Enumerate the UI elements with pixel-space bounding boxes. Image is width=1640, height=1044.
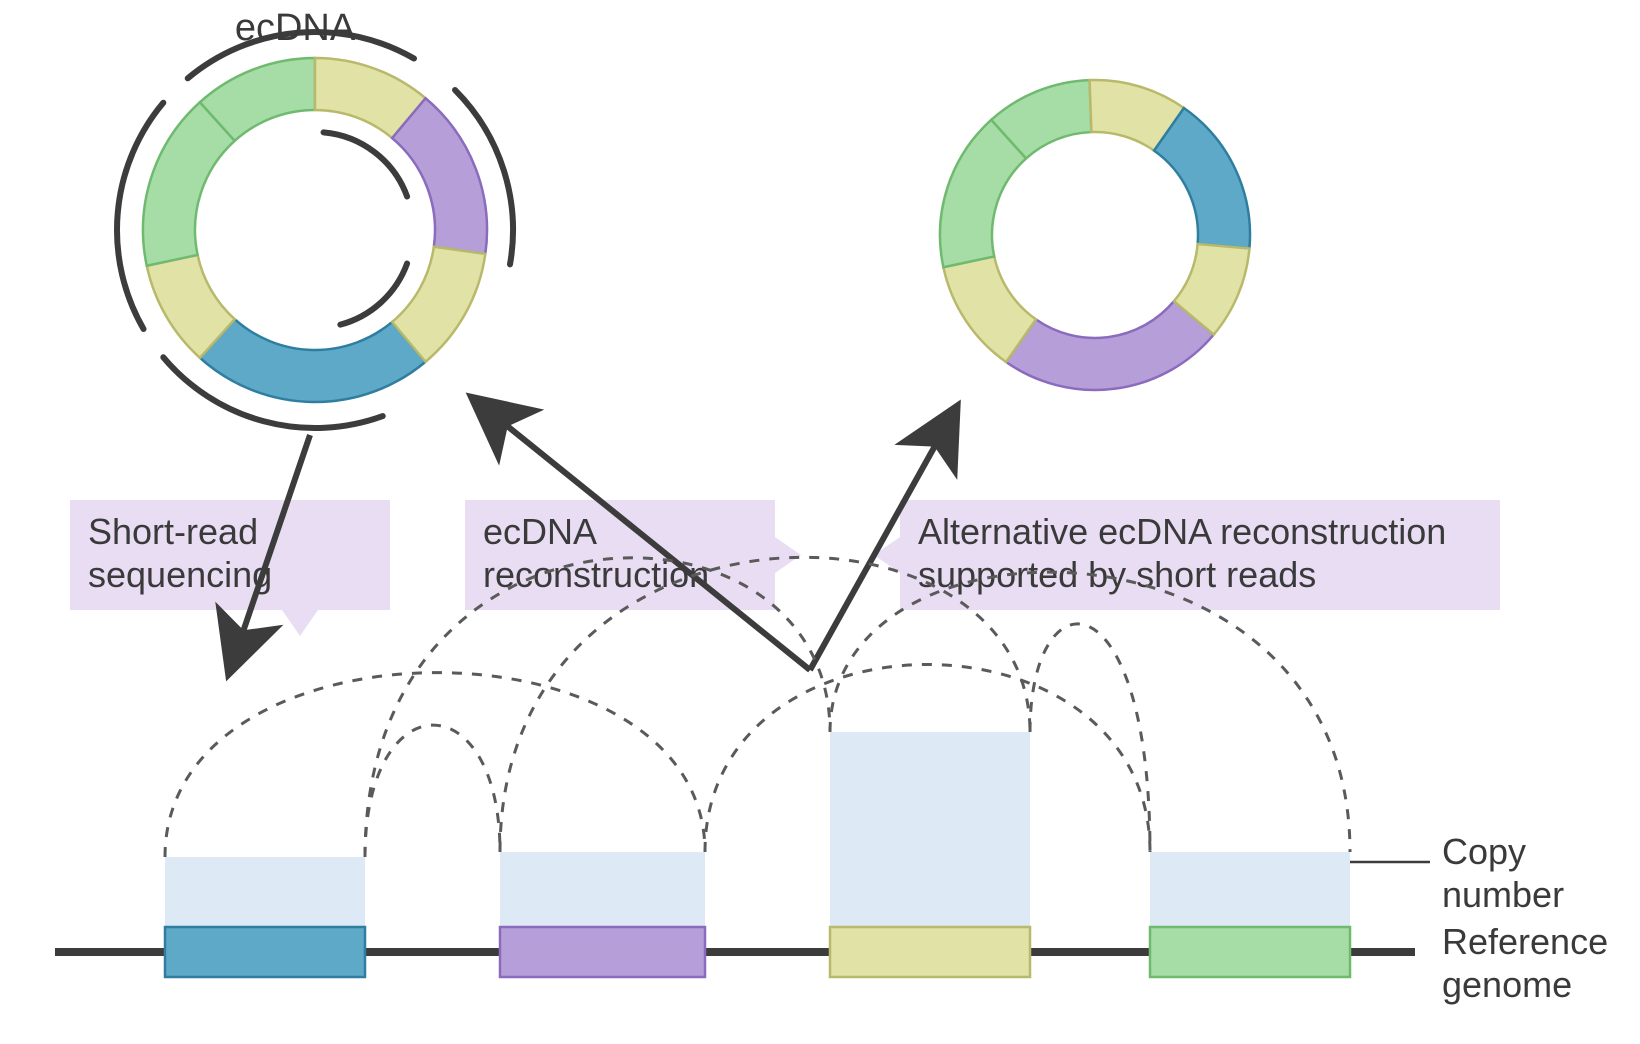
label-ecdna-reconstruction: ecDNAreconstruction	[465, 500, 801, 610]
junction-arc-2	[365, 725, 500, 857]
label-alternative-reconstruction: Alternative ecDNA reconstructionsupporte…	[874, 500, 1500, 610]
ecdna-left-short-read-4	[340, 264, 407, 325]
ecdna-left	[117, 32, 513, 428]
label-short-read-sequencing: Short-readsequencing	[70, 500, 390, 636]
ecdna-diagram: ecDNA Short-readsequencing ecDNAreconstruc…	[0, 0, 1640, 1044]
genome-segment-blue	[165, 927, 365, 977]
label-short-read-sequencing-pointer	[282, 610, 318, 636]
copy-number-label: Copynumber	[1442, 831, 1564, 915]
ecdna-right	[940, 80, 1250, 390]
copy-number-bar-2	[830, 732, 1030, 952]
label-ecdna-reconstruction-pointer	[775, 537, 801, 573]
ecdna-title: ecDNA	[235, 7, 356, 49]
ecdna-right-segment-purple-0	[1006, 301, 1214, 390]
ecdna-right-segment-blue-5	[1154, 108, 1250, 248]
genome-segment-purple	[500, 927, 705, 977]
junction-arc-6	[1030, 624, 1150, 852]
genome-segment-green	[1150, 927, 1350, 977]
genome-segment-yellow	[830, 927, 1030, 977]
ecdna-left-short-read-5	[324, 132, 408, 196]
junction-arc-0	[165, 673, 705, 857]
ecdna-left-segment-purple-5	[392, 98, 487, 254]
ecdna-left-segment-blue-0	[200, 319, 426, 402]
reference-genome-label: Referencegenome	[1442, 921, 1608, 1005]
